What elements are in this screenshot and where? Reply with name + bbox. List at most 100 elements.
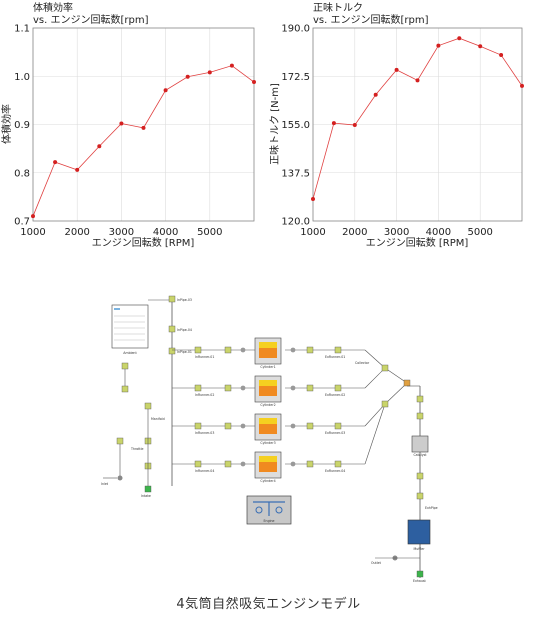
cylinder-row-3: Cylinder3 ExRunner-03 InRunner-03	[172, 413, 365, 445]
data-point	[520, 83, 524, 88]
x-tick-label: 3000	[109, 227, 134, 238]
pipe-label: InPipe-03	[177, 298, 192, 302]
engine-label: Engine	[264, 519, 275, 523]
data-point	[163, 88, 168, 93]
grid	[32, 27, 254, 222]
net-torque-svg: 正味トルク vs. エンジン回転数[rpm] 120.0 137.5 155.0…	[269, 2, 524, 249]
inrunner-label: InRunner-04	[195, 469, 214, 473]
cylinder-label: Cylinder3	[260, 441, 275, 445]
plot-frame	[312, 27, 523, 222]
inrunner-label: InRunner-01	[195, 355, 214, 359]
catalyst-label: Catalyst	[413, 453, 427, 457]
data-point	[97, 144, 102, 149]
exhaust-chain: Catalyst ExhPipe Muffler Outlet Exhaust	[371, 395, 438, 583]
data-point	[207, 70, 212, 75]
y-tick-label: 137.5	[281, 168, 310, 179]
pipe-label: InPipe-04	[177, 328, 192, 332]
series-group	[31, 63, 256, 219]
data-point	[436, 43, 441, 48]
y-tick-label: 0.8	[14, 168, 30, 179]
y-tick-labels: 120.0 137.5 155.0 172.5 190.0	[281, 24, 310, 228]
cylinder-label: Cylinder1	[260, 365, 275, 369]
x-tick-labels: 1000 2000 3000 4000 5000	[300, 227, 493, 238]
x-tick-label: 5000	[197, 227, 222, 238]
data-point	[352, 123, 357, 128]
intake-end-node[interactable]	[144, 485, 152, 493]
volumetric-efficiency-svg: 体積効率 vs. エンジン回転数[rpm] 0.7 0.8 0.9 1.0 1.…	[0, 1, 256, 249]
x-tick-label: 4000	[153, 227, 178, 238]
data-point	[415, 78, 420, 83]
data-point	[119, 121, 124, 126]
exrunner-label: ExRunner-01	[325, 355, 345, 359]
data-point	[229, 63, 234, 68]
pipe-node[interactable]	[168, 325, 176, 333]
catalyst-block[interactable]	[411, 435, 429, 453]
throttle-label: Throttle	[130, 447, 144, 451]
pipe-node[interactable]	[168, 347, 176, 355]
ambient-block[interactable]: Ambient	[111, 304, 149, 355]
x-tick-label: 4000	[426, 227, 451, 238]
grid	[312, 27, 522, 222]
x-tick-label: 2000	[342, 227, 367, 238]
exhaust-label: Exhaust	[413, 579, 427, 583]
exhaust-end-node[interactable]	[416, 570, 424, 578]
cylinder-row-4: Cylinder4 ExRunner-04 InRunner-04	[172, 451, 365, 483]
chart-title: 体積効率	[33, 1, 73, 14]
x-tick-label: 1000	[20, 227, 45, 238]
data-point	[311, 196, 315, 201]
muffler-block[interactable]	[407, 519, 431, 545]
series-line	[312, 37, 523, 200]
x-tick-label: 1000	[300, 227, 325, 238]
data-point	[141, 125, 146, 130]
inrunner-label: InRunner-03	[195, 431, 214, 435]
x-tick-label: 3000	[384, 227, 409, 238]
x-tick-label: 5000	[467, 227, 492, 238]
pipe-label: InPipe-01	[177, 350, 192, 354]
inrunner-label: InRunner-02	[195, 393, 214, 397]
data-point	[31, 214, 35, 219]
data-point	[373, 92, 378, 97]
series-line	[32, 65, 255, 217]
volumetric-efficiency-chart: 体積効率 vs. エンジン回転数[rpm] 0.7 0.8 0.9 1.0 1.…	[0, 0, 268, 260]
x-tick-label: 2000	[64, 227, 89, 238]
series-group	[311, 36, 524, 201]
ambient-label: Ambient	[123, 351, 137, 355]
inlet-chain: Inlet Intake Manifold Throttle	[101, 362, 165, 498]
y-tick-label: 1.0	[14, 72, 30, 83]
cylinder-row-1: Cylinder1 ExRunner-01 InRunner-01	[172, 337, 365, 369]
intake-label: Intake	[141, 494, 151, 498]
net-torque-chart: 正味トルク vs. エンジン回転数[rpm] 120.0 137.5 155.0…	[268, 0, 537, 260]
data-point	[499, 53, 504, 58]
y-tick-label: 1.1	[14, 24, 30, 35]
exrunner-label: ExRunner-03	[325, 431, 345, 435]
y-tick-labels: 0.7 0.8 0.9 1.0 1.1	[14, 24, 30, 228]
y-tick-label: 0.7	[14, 217, 30, 228]
cylinder-row-2: Cylinder2 ExRunner-02 InRunner-02	[172, 375, 365, 407]
engine-block[interactable]: Engine	[246, 495, 292, 525]
exrunner-label: ExRunner-02	[325, 393, 345, 397]
x-axis-label: エンジン回転数 [RPM]	[366, 236, 469, 249]
inlet-label: Inlet	[101, 482, 109, 486]
x-tick-labels: 1000 2000 3000 4000 5000	[20, 227, 222, 238]
data-point	[478, 44, 483, 49]
y-axis-label: 正味トルク [N-m]	[269, 83, 281, 165]
chart-subtitle: vs. エンジン回転数[rpm]	[313, 13, 429, 26]
y-tick-label: 155.0	[281, 120, 310, 131]
outlet-label: Outlet	[371, 561, 382, 565]
pipe-node[interactable]	[168, 295, 176, 303]
chart-subtitle: vs. エンジン回転数[rpm]	[33, 13, 149, 26]
data-point	[75, 167, 80, 172]
exhpipe-label: ExhPipe	[425, 506, 438, 510]
data-point	[394, 67, 399, 72]
y-tick-label: 120.0	[281, 217, 310, 228]
manifold-label: Manifold	[151, 417, 165, 421]
x-axis-label: エンジン回転数 [RPM]	[92, 236, 195, 249]
cylinder-label: Cylinder4	[260, 479, 275, 483]
muffler-label: Muffler	[413, 547, 425, 551]
data-point	[457, 36, 462, 41]
engine-model-diagram: Ambient InPipe-03 InPipe-04 InPipe-01 Cy…	[95, 288, 440, 588]
y-axis-label: 体積効率	[0, 104, 13, 144]
data-point	[185, 74, 190, 79]
collector-label: Collector	[355, 361, 370, 365]
engine-model-svg: Ambient InPipe-03 InPipe-04 InPipe-01 Cy…	[101, 295, 438, 583]
